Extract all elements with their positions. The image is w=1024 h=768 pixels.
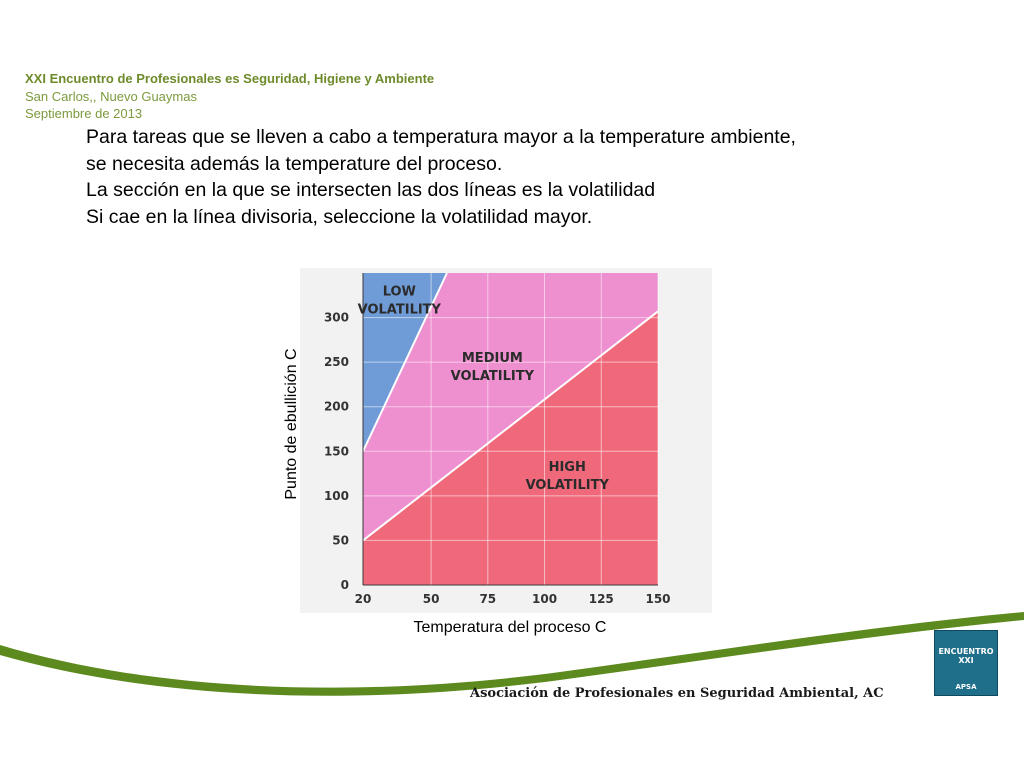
logo-bottom-text: APSA bbox=[955, 683, 977, 691]
y-tick-label: 0 bbox=[341, 578, 349, 592]
y-tick-label: 100 bbox=[324, 489, 349, 503]
region-label-medium: VOLATILITY bbox=[451, 369, 535, 384]
region-label-low: VOLATILITY bbox=[358, 302, 442, 317]
decorative-swoosh bbox=[0, 612, 1024, 696]
region-label-low: LOW bbox=[383, 284, 416, 299]
region-label-medium: MEDIUM bbox=[462, 351, 523, 366]
header-organization: XXI Encuentro de Profesionales es Seguri… bbox=[25, 71, 435, 86]
y-tick-label: 150 bbox=[324, 444, 349, 458]
y-axis-title: Punto de ebullición C bbox=[283, 348, 300, 500]
encuentro-logo: ENCUENTRO XXI APSA bbox=[934, 630, 998, 696]
footer-association-name: Asociación de Profesionales en Seguridad… bbox=[470, 686, 884, 701]
volatility-chart: 0 50 100 150 200 250 300 20 50 75 100 125 150 LOW VOLA… bbox=[300, 268, 712, 613]
x-tick-label: 20 bbox=[355, 592, 372, 606]
swoosh-shape bbox=[0, 612, 1024, 696]
x-axis-title: Temperatura del proceso C bbox=[413, 619, 607, 636]
boundary-low-medium bbox=[362, 272, 448, 452]
y-tick-label: 200 bbox=[324, 400, 349, 414]
region-label-high: VOLATILITY bbox=[526, 478, 610, 493]
y-tick-label: 50 bbox=[332, 533, 349, 547]
boundary-medium-high bbox=[362, 310, 659, 542]
x-tick-label: 50 bbox=[423, 592, 440, 606]
body-line: La sección en la que se intersecten las … bbox=[86, 179, 656, 201]
logo-top-text: ENCUENTRO XXI bbox=[938, 647, 994, 665]
x-tick-label: 125 bbox=[589, 592, 614, 606]
y-tick-label: 300 bbox=[324, 311, 349, 325]
x-tick-label: 100 bbox=[532, 592, 557, 606]
x-tick-label: 75 bbox=[479, 592, 496, 606]
body-line: se necesita además la temperature del pr… bbox=[86, 152, 503, 175]
body-line: Para tareas que se lleven a cabo a tempe… bbox=[86, 126, 796, 148]
header-date: Septiembre de 2013 bbox=[25, 106, 143, 121]
slide-body-text: Para tareas que se lleven a cabo a tempe… bbox=[86, 124, 986, 230]
y-tick-label: 250 bbox=[324, 355, 349, 369]
header-block: XXI Encuentro de Profesionales es Seguri… bbox=[25, 70, 465, 122]
body-line: Si cae en la línea divisoria, seleccione… bbox=[86, 205, 593, 228]
header-location: San Carlos,, Nuevo Guaymas bbox=[25, 89, 197, 104]
region-label-high: HIGH bbox=[549, 460, 586, 475]
region-high-volatility bbox=[363, 311, 658, 585]
x-tick-label: 150 bbox=[645, 592, 670, 606]
